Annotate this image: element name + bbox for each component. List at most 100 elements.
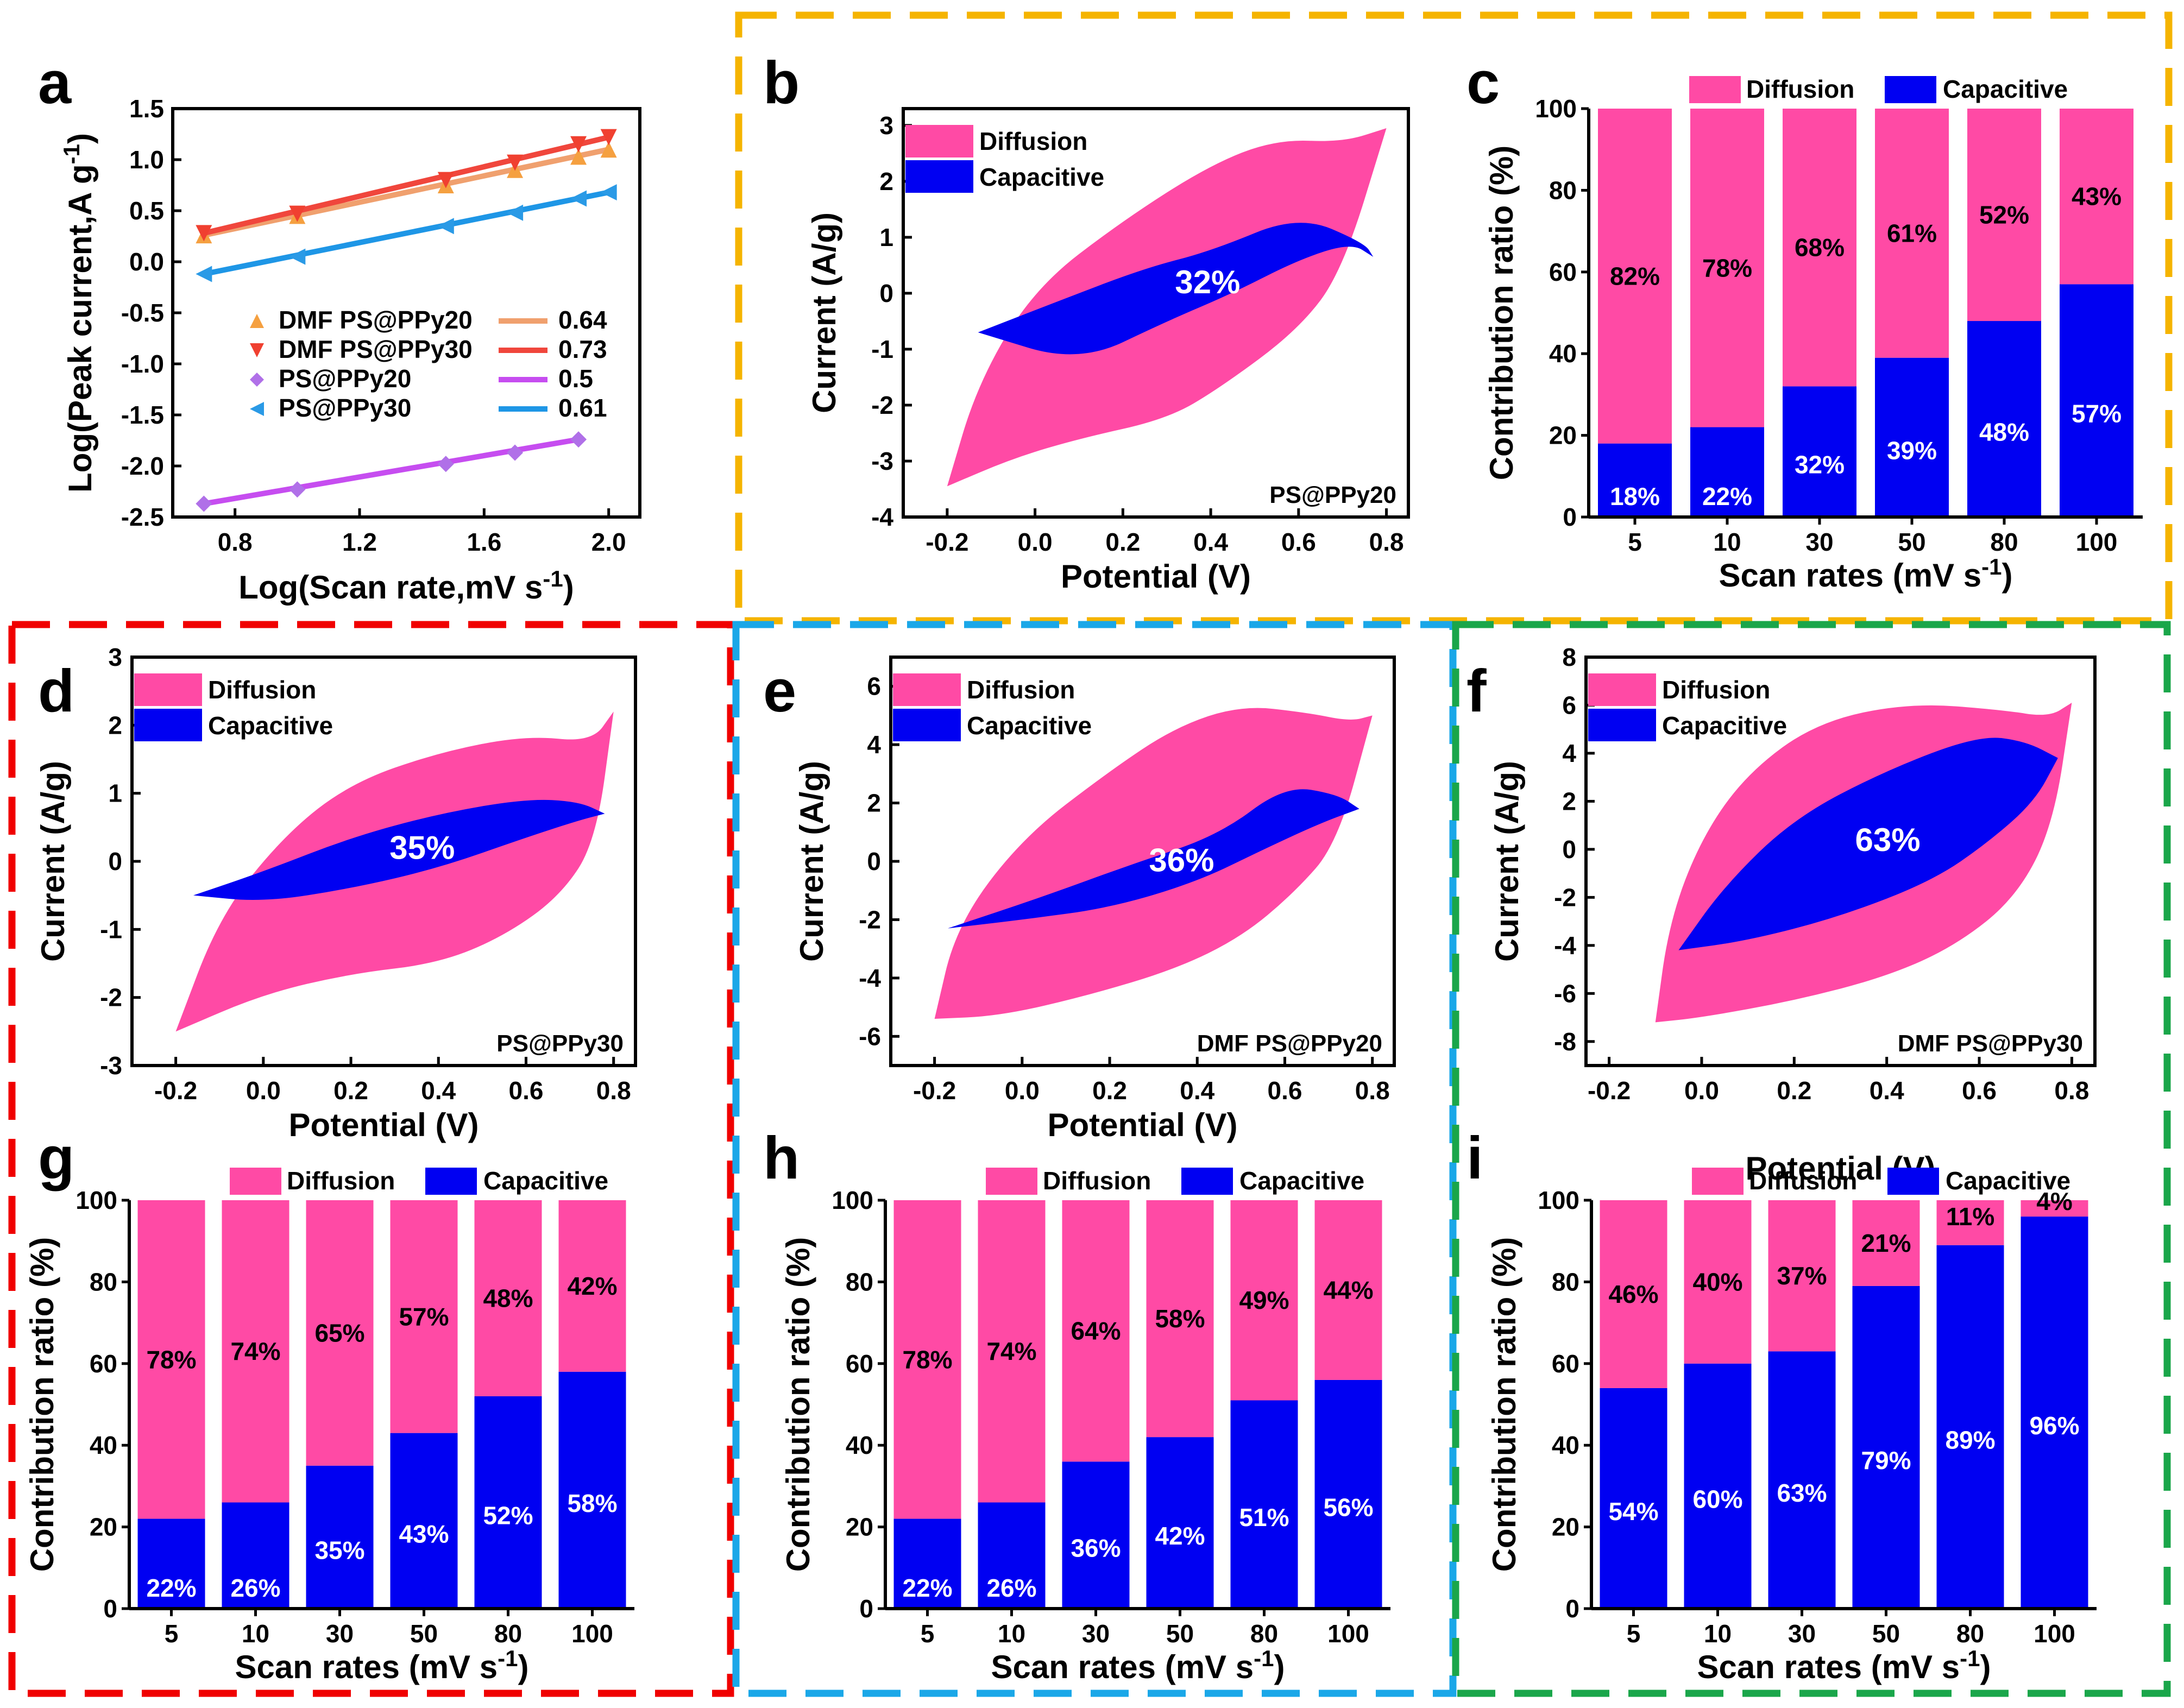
bar-label-diffusion: 42% [567, 1272, 617, 1300]
bar-label-capacitive: 56% [1323, 1493, 1373, 1521]
y-tick-label: 100 [75, 1186, 117, 1214]
bar-capacitive [1690, 427, 1764, 517]
x-tick-label: 0.8 [1369, 528, 1404, 556]
x-tick-label: 0.6 [1962, 1076, 1997, 1105]
y-tick-label: 100 [832, 1186, 873, 1214]
panels: 0.8 1.2 1.6 2.0 -2.5 -2.0 -1.5 -1.0 -0.5 0.0 0.5 1.… [24, 49, 2143, 1685]
y-tick-label: 40 [1552, 1431, 1579, 1459]
y-tick-label: 0 [879, 279, 893, 307]
y-tick-label: -4 [859, 964, 881, 992]
x-tick-label: -0.2 [926, 528, 968, 556]
x-axis-label: Potential (V) [288, 1107, 479, 1143]
x-axis-label: Scan rates (mV s-1) [1719, 554, 2013, 594]
legend-label-capacitive: Capacitive [1946, 1167, 2070, 1195]
bar-diffusion [1230, 1200, 1298, 1401]
bar-diffusion [1684, 1200, 1752, 1364]
bar-capacitive [1600, 1388, 1667, 1609]
bar-diffusion [1783, 109, 1856, 387]
x-tick-label: 0.0 [246, 1076, 281, 1105]
legend-label-diffusion: Diffusion [967, 676, 1075, 704]
panel-d: -0.2 0.0 0.2 0.4 0.6 0.8 -3 -2 -1 0 1 2 3 Potential (… [35, 643, 637, 1143]
bar-label-diffusion: 78% [902, 1345, 952, 1373]
legend-label-capacitive: Capacitive [1239, 1167, 1364, 1195]
bar-capacitive [1598, 443, 1672, 517]
x-tick-label: 0.6 [509, 1076, 544, 1105]
y-tick-label: 0 [108, 847, 122, 875]
data-point [570, 431, 587, 448]
legend-swatch-diffusion [1689, 76, 1741, 103]
x-tick-label: 0.6 [1281, 528, 1316, 556]
panel-e: -0.2 0.0 0.2 0.4 0.6 0.8 -6 -4 -2 0 2 4 6 Potential (… [763, 656, 1396, 1143]
y-axis-label: Contribution ratio (%) [1483, 146, 1520, 481]
panel-label: c [1467, 49, 1500, 116]
y-tick-label: -1.5 [121, 401, 164, 429]
panel-i: 54% 46% 5 60% 40% 10 63% 37% 30 79% 21% 50 89% 11% 80 9… [1467, 1125, 2097, 1685]
legend-label-diffusion: Diffusion [1746, 75, 1854, 103]
bar-capacitive [222, 1502, 289, 1609]
bar-capacitive [1230, 1400, 1298, 1609]
y-tick-label: 2 [1562, 787, 1576, 815]
y-tick-label: -8 [1554, 1028, 1576, 1056]
x-tick-label: -0.2 [1588, 1076, 1631, 1105]
x-tick-label: 0.4 [421, 1076, 456, 1105]
x-tick-label: 0.2 [1092, 1076, 1127, 1105]
x-tick-label: 100 [2034, 1619, 2075, 1648]
bar-label-diffusion: 68% [1795, 234, 1845, 262]
legend-label: DMF PS@PPy20 [279, 306, 473, 334]
legend-swatch-diffusion [230, 1168, 281, 1195]
bar-capacitive [1936, 1245, 2004, 1609]
bar-label-diffusion: 58% [1155, 1304, 1205, 1333]
legend-swatch-diffusion [905, 125, 973, 157]
bar-label-capacitive: 79% [1861, 1446, 1911, 1474]
y-tick-label: -2 [871, 391, 893, 419]
legend-label-capacitive: Capacitive [483, 1167, 608, 1195]
bar-diffusion [1600, 1200, 1667, 1388]
x-tick-label: 5 [1628, 528, 1642, 556]
capacitive-percent: 32% [1175, 264, 1240, 300]
panel-label: f [1467, 658, 1487, 724]
y-tick-label: -3 [871, 447, 893, 475]
bar-label-capacitive: 42% [1155, 1522, 1205, 1550]
bar-label-capacitive: 54% [1608, 1497, 1658, 1526]
y-tick-label: 2 [108, 711, 122, 739]
legend-slope: 0.5 [558, 364, 593, 393]
bar-capacitive [1852, 1285, 1920, 1609]
bar-label-diffusion: 65% [314, 1319, 364, 1347]
panel-label: e [763, 658, 796, 724]
legend-label-capacitive: Capacitive [1662, 711, 1787, 740]
bar-label-diffusion: 21% [1861, 1229, 1911, 1257]
y-tick-label: 6 [1562, 691, 1576, 719]
data-point [437, 172, 454, 188]
y-axis-label: Current (A/g) [806, 212, 842, 413]
x-tick-label: 0.4 [1180, 1076, 1214, 1105]
bar-capacitive [893, 1518, 961, 1609]
x-tick-label: 0.0 [1018, 528, 1053, 556]
legend-swatch-capacitive [1588, 709, 1656, 741]
bar-label-capacitive: 58% [567, 1489, 617, 1517]
data-point [196, 495, 212, 512]
x-tick-label: 0.4 [1870, 1076, 1904, 1105]
legend-swatch-capacitive [1887, 1168, 1939, 1195]
legend-slope: 0.73 [558, 335, 607, 363]
panel-a: 0.8 1.2 1.6 2.0 -2.5 -2.0 -1.5 -1.0 -0.5 0.0 0.5 1.… [38, 49, 641, 606]
y-tick-label: -1 [871, 335, 893, 363]
x-tick-label: 5 [1627, 1619, 1641, 1648]
x-tick-label: 10 [242, 1619, 269, 1648]
bar-capacitive [1967, 321, 2041, 517]
y-tick-label: 20 [1552, 1513, 1579, 1541]
plot-frame [902, 107, 1410, 519]
y-tick-label: 60 [846, 1350, 873, 1378]
y-tick-label: 40 [90, 1431, 117, 1459]
legend-swatch-diffusion [134, 673, 202, 706]
y-tick-label: 20 [90, 1513, 117, 1541]
y-tick-label: 4 [1562, 739, 1576, 767]
legend-label-diffusion: Diffusion [208, 676, 316, 704]
bar-diffusion [2021, 1200, 2088, 1217]
data-point [437, 456, 454, 472]
panel-g: 22% 78% 5 26% 74% 10 35% 65% 30 43% 57% 50 52% 48% 80 5… [24, 1125, 634, 1685]
y-tick-label: -3 [100, 1051, 122, 1080]
bar-label-capacitive: 39% [1887, 436, 1937, 464]
bar-label-diffusion: 37% [1777, 1262, 1827, 1290]
y-tick-label: 3 [879, 111, 893, 140]
bar-label-diffusion: 4% [2036, 1187, 2072, 1215]
